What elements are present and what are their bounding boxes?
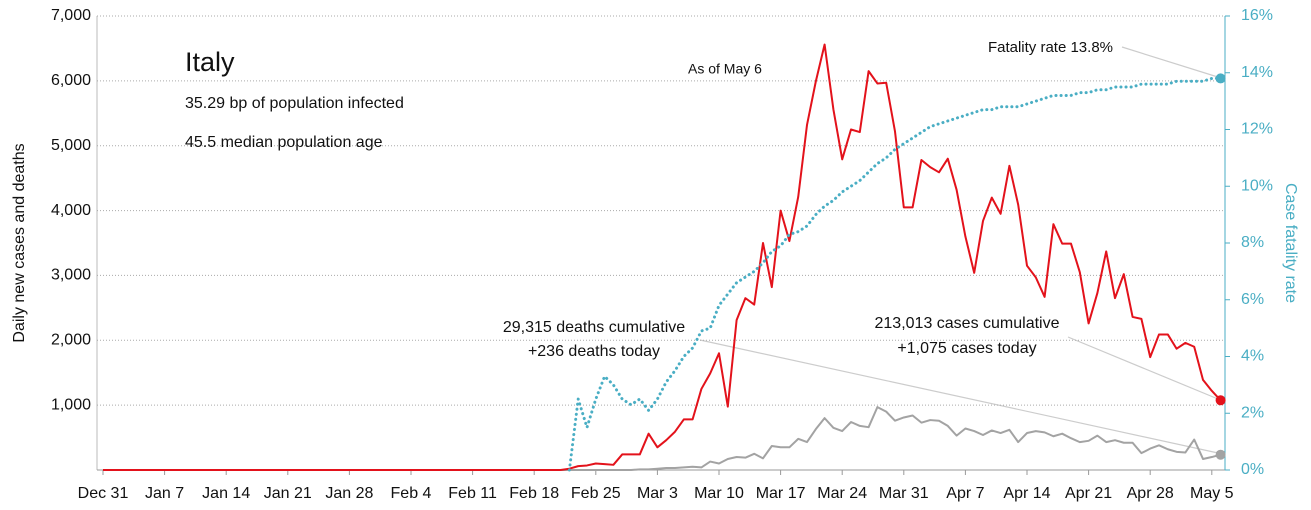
end-marker [1215,73,1226,84]
x-tick-label: Jan 28 [325,485,373,502]
y-tick-label: 2,000 [51,332,91,349]
annotation: As of May 6 [688,61,762,77]
leader-line [699,339,1219,454]
x-tick-label: Mar 10 [694,485,744,502]
annotation: Fatality rate 13.8% [988,39,1113,56]
annotation: Italy [185,47,235,77]
x-tick-label: Jan 14 [202,485,250,502]
y-tick-label: 3,000 [51,267,91,284]
y2-tick-label: 6% [1241,291,1264,308]
y2-axis-label: Case fatality rate [1282,183,1299,303]
x-tick-label: Apr 28 [1127,485,1174,502]
x-tick-label: Mar 24 [817,485,867,502]
y-tick-label: 7,000 [51,7,91,24]
x-tick-label: Jan 21 [264,485,312,502]
leader-line [1067,336,1219,400]
y-tick-label: 6,000 [51,72,91,89]
x-tick-label: Dec 31 [78,485,129,502]
end-marker [1215,395,1226,406]
y-tick-label: 5,000 [51,137,91,154]
y2-tick-label: 16% [1241,7,1273,24]
y2-tick-label: 4% [1241,348,1264,365]
annotation: 35.29 bp of population infected [185,95,404,112]
y-tick-label: 4,000 [51,202,91,219]
y2-tick-label: 8% [1241,234,1264,251]
y-tick-label: 1,000 [51,396,91,413]
end-marker [1215,449,1226,460]
x-tick-label: Jan 7 [145,485,184,502]
x-tick-label: Mar 31 [879,485,929,502]
x-tick-label: May 5 [1190,485,1234,502]
y2-tick-label: 14% [1241,64,1273,81]
x-tick-label: Mar 17 [756,485,806,502]
annotation: 45.5 median population age [185,134,383,151]
x-tick-label: Mar 3 [637,485,678,502]
annotation: 29,315 deaths cumulative [503,319,685,336]
y2-tick-label: 12% [1241,121,1273,138]
annotation: +1,075 cases today [897,340,1036,357]
x-tick-label: Apr 7 [946,485,984,502]
x-tick-label: Feb 11 [448,485,497,502]
series-line [103,43,1222,471]
y2-tick-label: 2% [1241,404,1264,421]
series-line [567,76,1223,472]
leader-line [1121,46,1222,79]
y-axis-label: Daily new cases and deaths [11,143,28,342]
x-tick-label: Feb 4 [391,485,432,502]
x-tick-label: Feb 18 [509,485,559,502]
x-tick-label: Apr 14 [1003,485,1050,502]
annotation: 213,013 cases cumulative [875,315,1060,332]
x-tick-label: Feb 25 [571,485,621,502]
y2-tick-label: 10% [1241,177,1273,194]
y2-tick-label: 0% [1241,461,1264,478]
annotation: +236 deaths today [528,343,660,360]
x-tick-label: Apr 21 [1065,485,1112,502]
